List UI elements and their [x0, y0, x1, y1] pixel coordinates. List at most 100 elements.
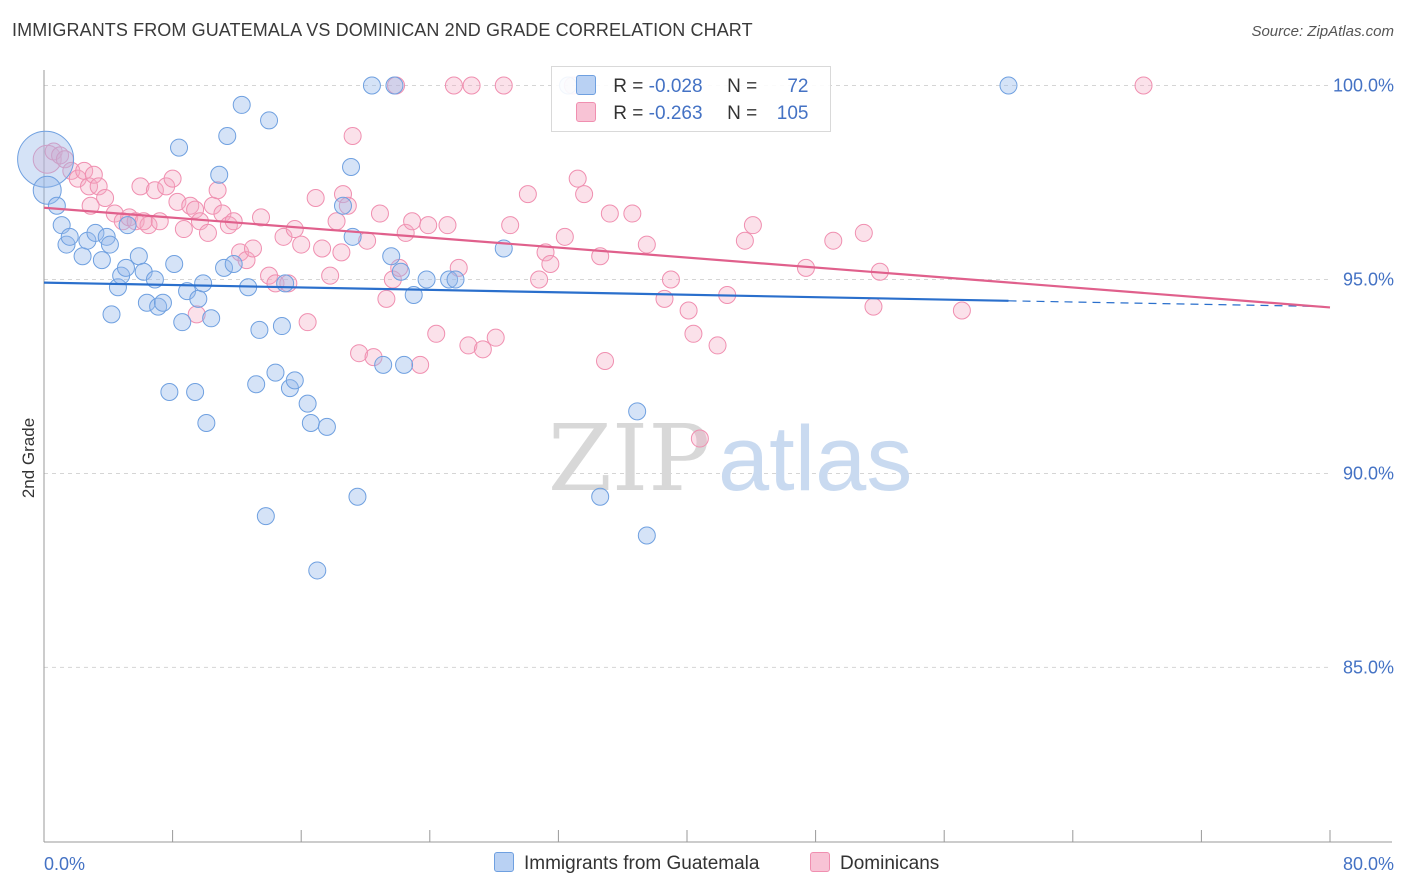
bottom-legend-guatemala: Immigrants from Guatemala [494, 852, 759, 875]
guatemala-point [215, 258, 234, 277]
dominican-point [637, 235, 656, 254]
guatemala-point [92, 251, 111, 270]
bottom-legend-swatch-dominican [810, 852, 830, 872]
guatemala-point [382, 247, 401, 266]
guatemala-point [308, 561, 327, 580]
guatemala-points [17, 76, 1018, 580]
dominican-point [350, 344, 369, 363]
dominican-point [494, 76, 513, 95]
bottom-legend-label: Immigrants from Guatemala [524, 853, 760, 874]
dominican-point [306, 189, 325, 208]
dominican-point [145, 181, 164, 200]
dominican-point [438, 216, 457, 235]
guatemala-point [224, 254, 243, 273]
dominican-point [536, 243, 555, 262]
guatemala-trend-extension [1008, 300, 1331, 308]
guatemala-point [197, 414, 216, 433]
legend-r-value: -0.263 [648, 103, 703, 124]
guatemala-point [118, 216, 137, 235]
dominican-point [444, 76, 463, 95]
dominican-point [952, 301, 971, 320]
guatemala-point [999, 76, 1018, 95]
guatemala-point [186, 382, 205, 401]
dominican-point [518, 185, 537, 204]
grid [44, 85, 1330, 668]
guatemala-point [440, 270, 459, 289]
guatemala-point [391, 262, 410, 281]
guatemala-point [73, 247, 92, 266]
guatemala-point [165, 254, 184, 273]
dominican-point [655, 289, 674, 308]
dominican-points [32, 76, 1153, 448]
dominican-point [854, 223, 873, 242]
y-tick-label: 100.0% [1333, 76, 1394, 96]
axis-labels: 100.0% 95.0% 90.0% 85.0% 0.0% 80.0% 2nd Grade [19, 76, 1394, 874]
dominican-point [541, 254, 560, 273]
bottom-legend-swatch-guatemala [494, 852, 514, 872]
dominican-point [84, 165, 103, 184]
guatemala-point [260, 111, 279, 130]
dominican-point [501, 216, 520, 235]
guatemala-point [591, 487, 610, 506]
dominican-point [596, 351, 615, 370]
guatemala-point [160, 382, 179, 401]
dominican-point [187, 305, 206, 324]
watermark-zip: ZIP [548, 405, 710, 512]
dominican-point [403, 212, 422, 231]
guatemala-point [194, 274, 213, 293]
dominican-point [298, 313, 317, 332]
y-tick-label: 90.0% [1343, 463, 1394, 483]
bottom-legend-label: Dominicans [840, 853, 940, 874]
dominican-point [473, 340, 492, 359]
axes [43, 70, 1392, 843]
legend-n-value: 105 [776, 103, 809, 124]
dominican-point [285, 220, 304, 239]
dominican-point [575, 185, 594, 204]
guatemala-point [189, 289, 208, 308]
watermark-atlas: atlas [718, 408, 912, 510]
guatemala-point [47, 196, 66, 215]
x-tick-label: 80.0% [1343, 854, 1394, 874]
dominican-point [338, 196, 357, 215]
trend-lines [43, 206, 1331, 309]
dominican-point [419, 216, 438, 235]
guatemala-point [348, 487, 367, 506]
guatemala-point [276, 274, 295, 293]
guatemala-point [173, 313, 192, 332]
dominican-point [600, 204, 619, 223]
guatemala-point [100, 235, 119, 254]
dominican-point [327, 212, 346, 231]
guatemala-point [301, 414, 320, 433]
dominican-point [462, 76, 481, 95]
guatemala-point [446, 270, 465, 289]
guatemala-point [362, 76, 381, 95]
dominican-point [89, 177, 108, 196]
dominican-point [313, 239, 332, 258]
guatemala-point [266, 363, 285, 382]
legend-n-label: N = [727, 103, 758, 124]
dominican-point [449, 258, 468, 277]
legend-swatch-guatemala [576, 75, 596, 95]
legend-row-guatemala: R = -0.028 N = 72 [576, 75, 809, 99]
dominican-point [661, 270, 680, 289]
chart-title: IMMIGRANTS FROM GUATEMALA VS DOMINICAN 2… [12, 20, 753, 40]
guatemala-point [60, 227, 79, 246]
legend-n-label: N = [727, 76, 758, 97]
guatemala-point [153, 293, 172, 312]
dominican-point [684, 324, 703, 343]
legend-r-label: R = [613, 103, 644, 124]
guatemala-point [129, 247, 148, 266]
dominican-point [824, 231, 843, 250]
dominican-point [530, 270, 549, 289]
dominican-point [555, 227, 574, 246]
stats-legend: R = -0.028 N = 72 R = -0.263 N = 105 [551, 66, 831, 132]
legend-r-label: R = [613, 76, 644, 97]
dominican-point [623, 204, 642, 223]
guatemala-point [342, 157, 361, 176]
dominican-point [186, 200, 205, 219]
x-tick-label: 0.0% [44, 854, 85, 874]
dominican-point [198, 223, 217, 242]
guatemala-point [628, 402, 647, 421]
guatemala-point [317, 417, 336, 436]
